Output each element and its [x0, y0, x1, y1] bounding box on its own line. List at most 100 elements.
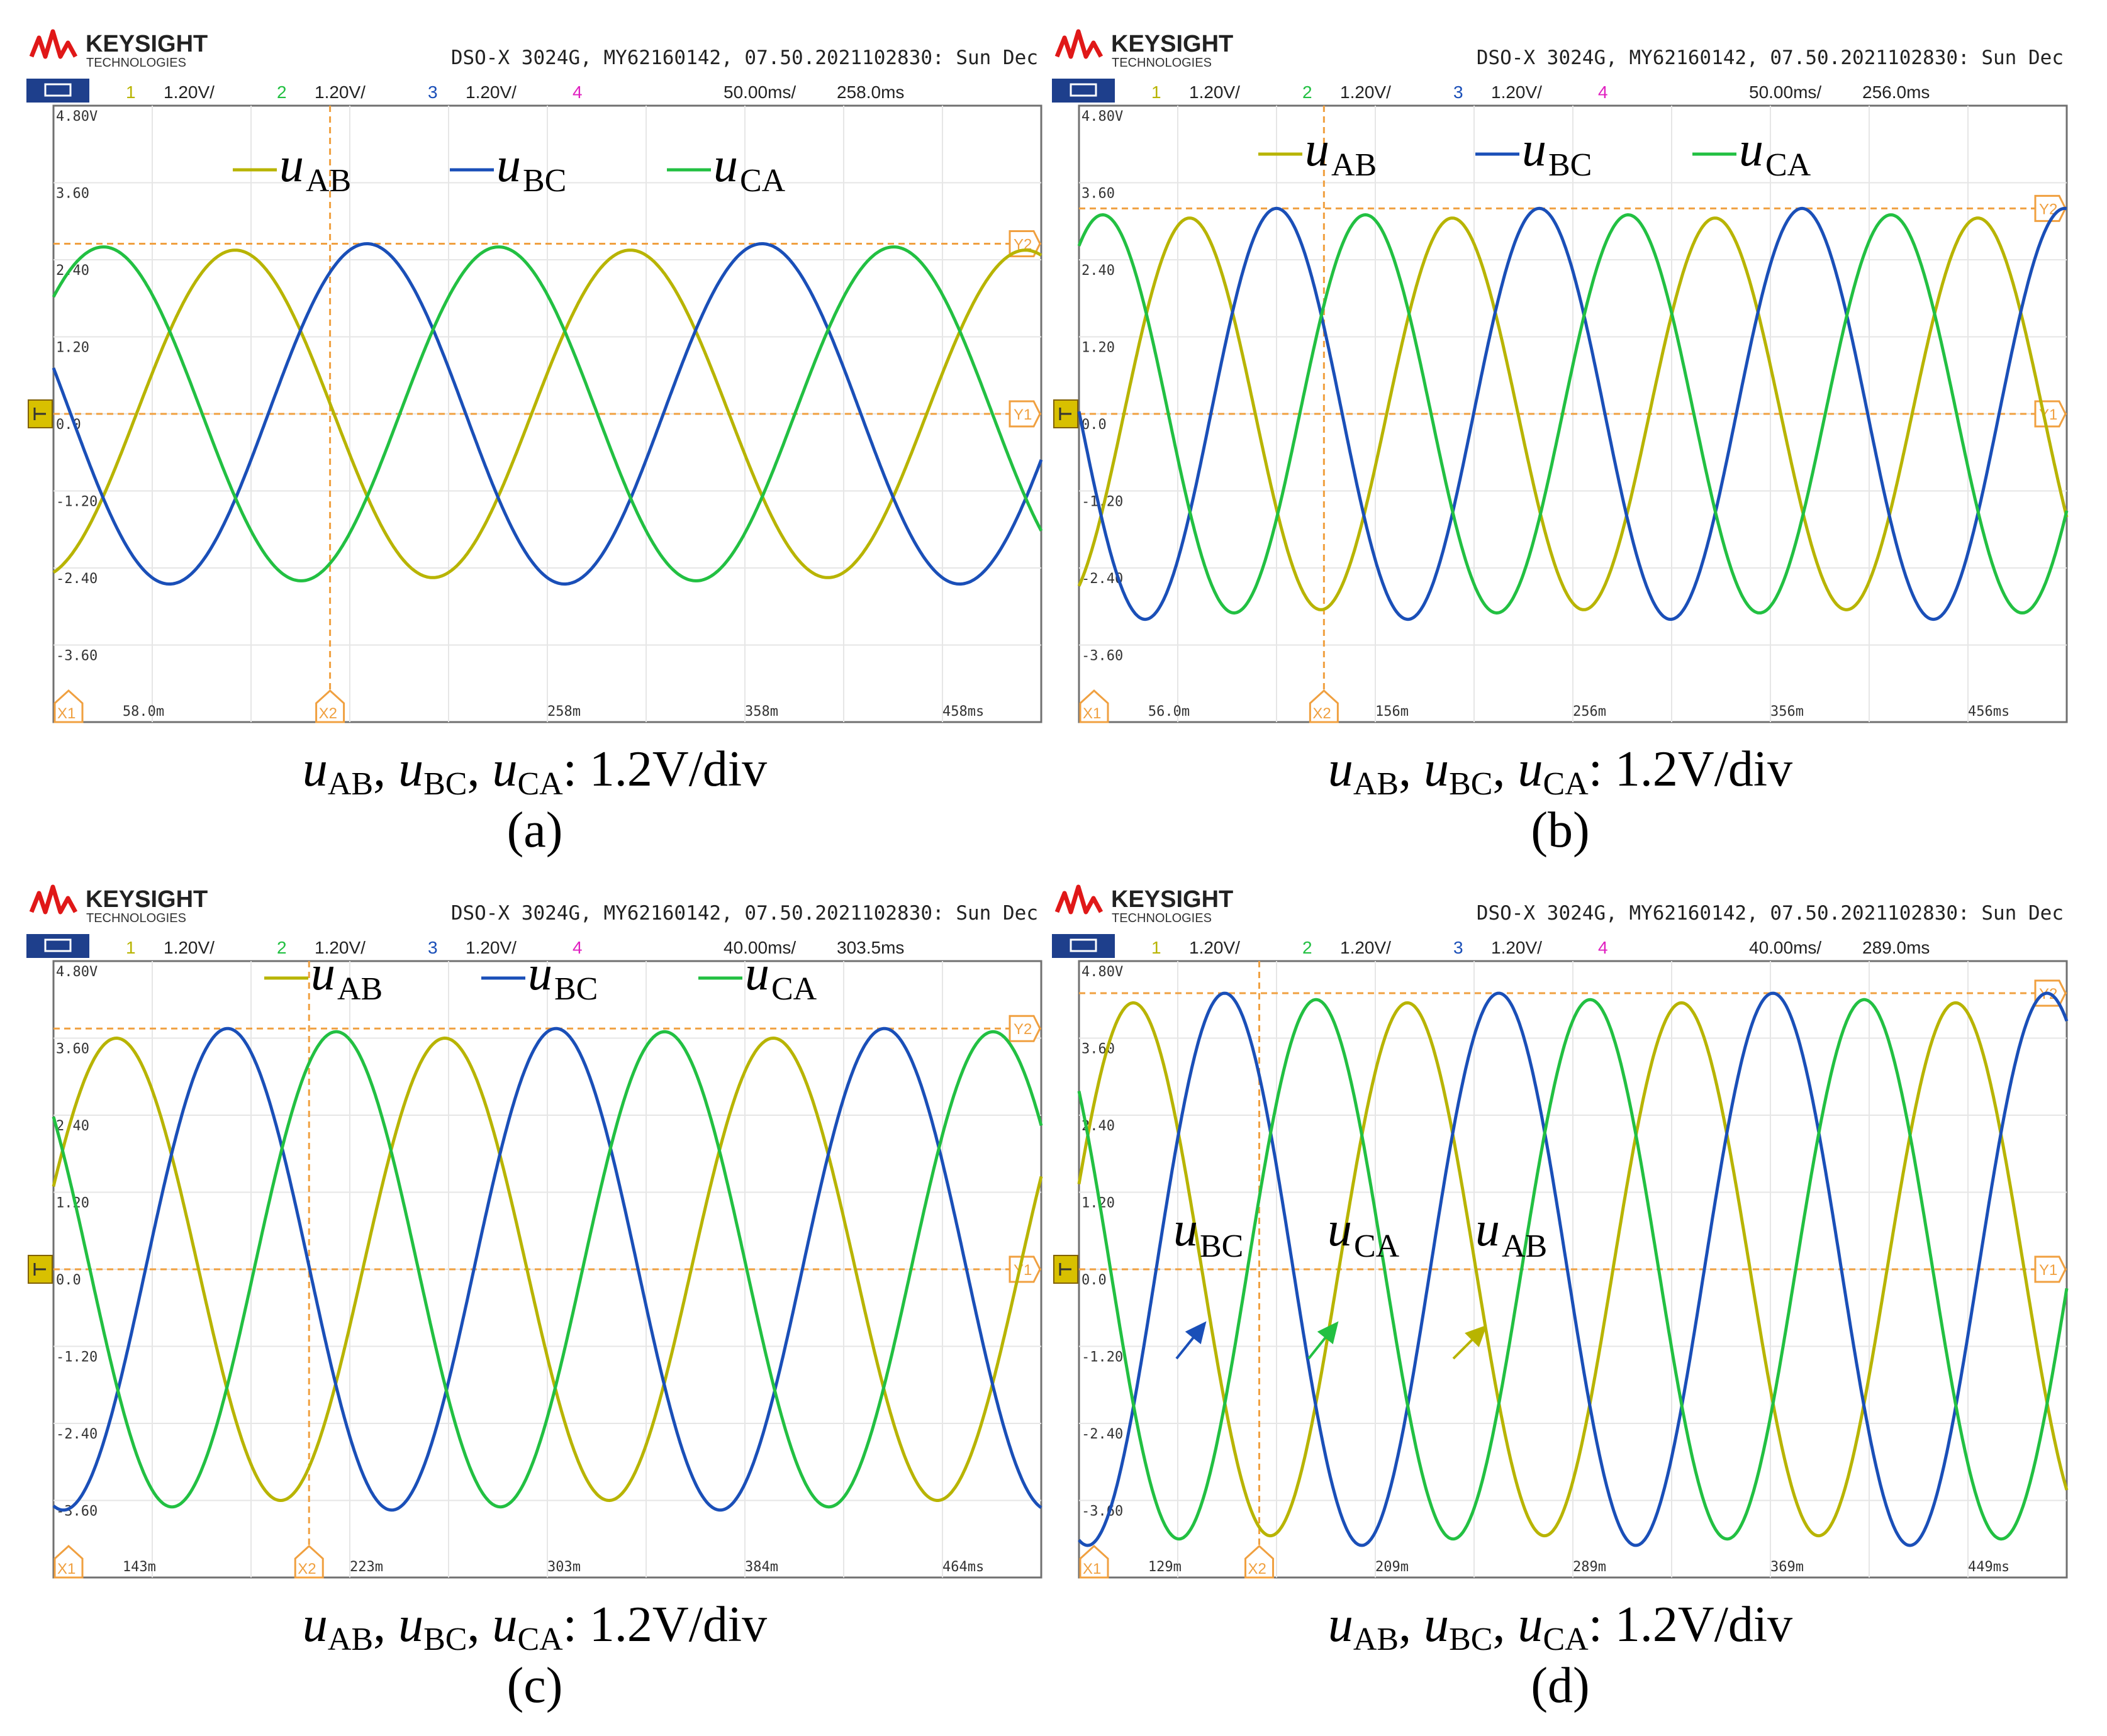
ground-marker-icon [1053, 1255, 1078, 1284]
caption-u3: u [492, 742, 518, 797]
ground-marker-glyph [33, 1263, 46, 1276]
cursor-y2-tag: Y2 [1009, 1015, 1041, 1042]
waveform-uAB [1077, 216, 2069, 611]
ground-marker-icon [1053, 399, 1078, 428]
channel-2-number: 2 [1302, 82, 1312, 102]
legend-label-main: u [528, 945, 552, 1000]
y-tick-label: -2.40 [1081, 1427, 1123, 1442]
y-tick-label: 0.0 [1081, 1272, 1107, 1288]
channel-bar: 1 1.20V/2 1.20V/3 1.20V/4 40.00ms/303.5ms [25, 932, 1044, 960]
cursors [1079, 106, 2067, 722]
x-tick-label: 456ms [1968, 704, 2009, 720]
caption-sep: , [1492, 1597, 1518, 1652]
caption-sep: , [467, 1597, 493, 1652]
waveform-uCA [52, 1030, 1043, 1509]
channel-3-number: 3 [1453, 938, 1463, 957]
channel-1-number: 1 [126, 82, 136, 102]
channel-4-number: 4 [1598, 938, 1608, 957]
cursor-x2-tag: X2 [1309, 689, 1339, 723]
caption-s2: BC [1449, 1622, 1493, 1657]
caption-sep: , [373, 1597, 399, 1652]
scope-header-info: DSO-X 3024G, MY62160142, 07.50.202110283… [1477, 47, 2064, 69]
waveform-uAB [52, 1037, 1043, 1502]
caption-u3: u [1517, 1597, 1543, 1652]
cursor-x1-tag-shape [1079, 1544, 1109, 1579]
legend-label-main: u [1739, 121, 1763, 176]
channel-1-number: 1 [126, 938, 136, 957]
legend-label-main: u [745, 945, 769, 1000]
cursor-y1-tag-shape [1009, 400, 1041, 428]
waveform-uBC [52, 242, 1043, 586]
channel-bar-bg [1051, 77, 2070, 104]
keysight-wave-icon [29, 29, 78, 59]
cursor-x1-tag-shape [53, 1544, 84, 1579]
y-tick-label: -2.40 [56, 571, 98, 587]
x-tick-label: 303m [547, 1559, 581, 1575]
panel-caption: uAB, uBC, uCA: 1.2V/div [25, 1596, 1044, 1668]
panel-letter: (c) [506, 1658, 563, 1713]
brand-name: KEYSIGHT [86, 886, 208, 913]
waveform-label-sub: CA [1354, 1228, 1400, 1264]
cursor-y2-tag-shape [1009, 1015, 1041, 1042]
brand-sub: TECHNOLOGIES [86, 911, 186, 925]
x-tick-label: 58.0m [123, 704, 164, 720]
panel-letter: (b) [1531, 803, 1590, 858]
y-tick-label: 3.60 [1081, 186, 1115, 202]
ground-marker-icon [28, 1255, 53, 1284]
caption-s2: BC [423, 1622, 467, 1657]
brand-sub: TECHNOLOGIES [1112, 56, 1212, 70]
channel-2-scale: 1.20V/ [315, 82, 366, 102]
cursor-x1-tag-shape [1079, 689, 1109, 723]
x-tick-label: 129m [1148, 1559, 1182, 1575]
caption-s1: AB [327, 766, 374, 802]
cursor-x2-tag-shape [294, 1544, 324, 1579]
waveform-uBC [52, 1027, 1042, 1512]
x-tick-label: 356m [1770, 704, 1804, 720]
x-tick-label: 256m [1573, 704, 1606, 720]
cursor-x1-tag-shape [53, 689, 84, 723]
y-tick-label: 0.0 [56, 1272, 81, 1288]
cursor-x2-tag: X2 [294, 1544, 324, 1579]
x-tick-label: 156m [1375, 704, 1409, 720]
panel-caption: uAB, uBC, uCA: 1.2V/div [1051, 741, 2070, 813]
scope-panel-c: KEYSIGHT TECHNOLOGIES DSO-X 3024G, MY62160… [25, 868, 1044, 1736]
y-tick-label: 1.20 [1081, 340, 1115, 356]
y-tick-label: 2.40 [1081, 263, 1115, 279]
brand-name: KEYSIGHT [86, 31, 208, 57]
cursor-x2-tag: X2 [315, 689, 345, 723]
cursor-x2-tag: X2 [1244, 1544, 1275, 1579]
caption-s1: AB [1353, 766, 1399, 802]
waveform-uCA [1077, 213, 2069, 615]
channel-4-number: 4 [573, 938, 583, 957]
y-tick-label: -3.60 [1081, 1504, 1123, 1520]
label-arrow-head-icon [1185, 1321, 1207, 1345]
menu-button-icon [1052, 934, 1115, 958]
cursor-x2-tag-shape [1244, 1544, 1275, 1579]
channel-3-scale: 1.20V/ [1491, 82, 1542, 102]
menu-button-icon [26, 934, 89, 958]
cursor-x2-tag-label: X2 [298, 1561, 316, 1577]
caption-rest: : 1.2V/div [562, 1597, 768, 1652]
scope-header-info: DSO-X 3024G, MY62160142, 07.50.202110283… [451, 47, 1038, 69]
legend-label-sub: CA [1765, 147, 1811, 183]
y-tick-label: -1.20 [56, 494, 98, 510]
delay-readout: 258.0ms [837, 82, 904, 102]
x-tick-label: 223m [350, 1559, 383, 1575]
cursors [53, 961, 1041, 1577]
caption-s1: AB [1353, 1622, 1399, 1657]
channel-2-number: 2 [277, 82, 287, 102]
y-tick-label: 4.80V [56, 109, 98, 125]
waveform-uAB [1077, 1001, 2069, 1538]
waveform-uCA [1077, 998, 2069, 1541]
channel-1-scale: 1.20V/ [164, 82, 215, 102]
caption-s3: CA [1543, 766, 1589, 802]
brand-sub: TECHNOLOGIES [1112, 911, 1212, 925]
panel-letter: (a) [506, 803, 563, 858]
channel-bar: 1 1.20V/2 1.20V/3 1.20V/4 50.00ms/258.0ms [25, 77, 1044, 104]
y-tick-label: -3.60 [1081, 648, 1123, 664]
y-tick-label: 0.0 [1081, 417, 1107, 433]
scope-header-info: DSO-X 3024G, MY62160142, 07.50.202110283… [1477, 902, 2064, 925]
legend-label-sub: BC [523, 163, 566, 199]
